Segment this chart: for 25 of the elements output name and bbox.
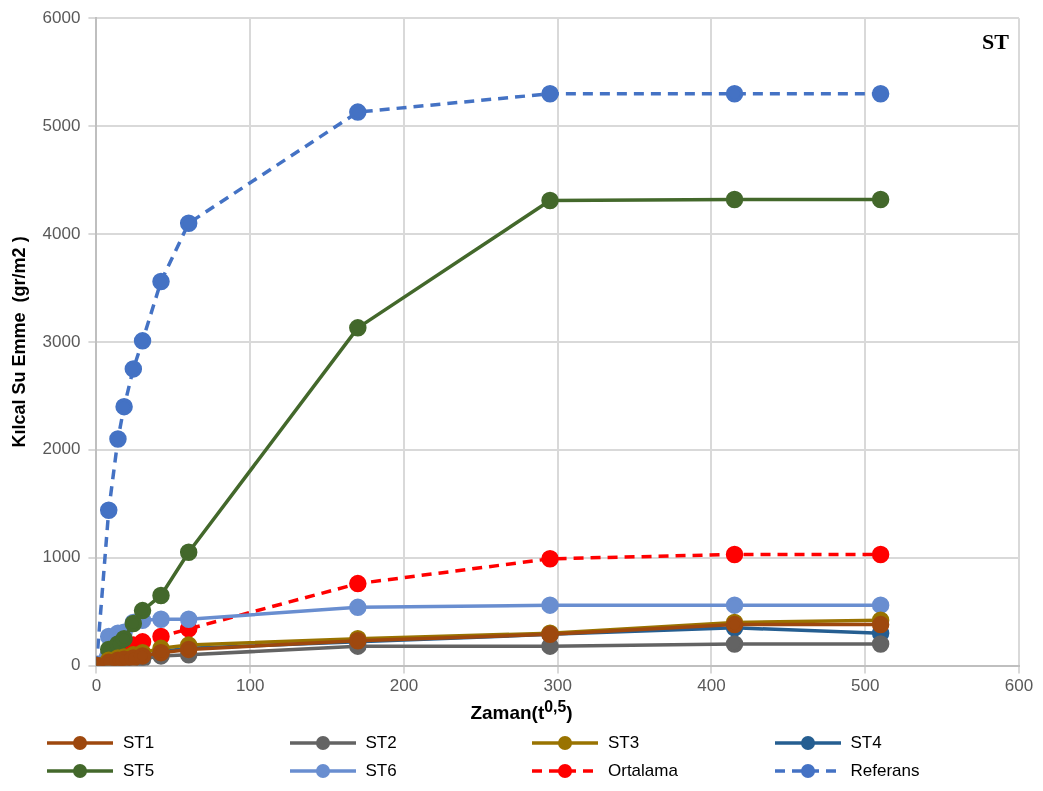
legend-label: ST1 bbox=[123, 733, 155, 753]
x-tick-label: 400 bbox=[697, 676, 726, 696]
x-tick-label: 200 bbox=[389, 676, 419, 696]
y-tick-label: 2000 bbox=[42, 439, 81, 459]
y-tick-label: 1000 bbox=[42, 547, 81, 567]
y-tick-label: 3000 bbox=[42, 331, 81, 351]
legend-label: ST2 bbox=[365, 733, 397, 753]
y-axis-title: Kılcal Su Emme (gr/m2 ) bbox=[8, 236, 29, 448]
legend-label: ST4 bbox=[850, 733, 882, 753]
y-tick-label: 4000 bbox=[42, 223, 81, 243]
x-tick-label: 0 bbox=[91, 676, 102, 696]
legend-label: ST5 bbox=[123, 761, 155, 781]
y-tick-label: 5000 bbox=[42, 115, 81, 135]
y-tick-label: 6000 bbox=[42, 7, 81, 27]
text: ST bbox=[982, 28, 1010, 54]
legend-label: ST6 bbox=[365, 761, 397, 781]
legend-label: ST3 bbox=[608, 733, 640, 753]
legend-label: Referans bbox=[850, 761, 920, 781]
legend-label: Ortalama bbox=[608, 761, 678, 781]
y-tick-label: 0 bbox=[70, 655, 81, 675]
x-tick-label: 300 bbox=[543, 676, 572, 696]
x-tick-label: 600 bbox=[1004, 676, 1034, 696]
x-tick-label: 500 bbox=[851, 676, 880, 696]
x-tick-label: 100 bbox=[235, 676, 265, 696]
x-axis-title: Zaman(t$^{0,5}$) bbox=[469, 698, 574, 725]
